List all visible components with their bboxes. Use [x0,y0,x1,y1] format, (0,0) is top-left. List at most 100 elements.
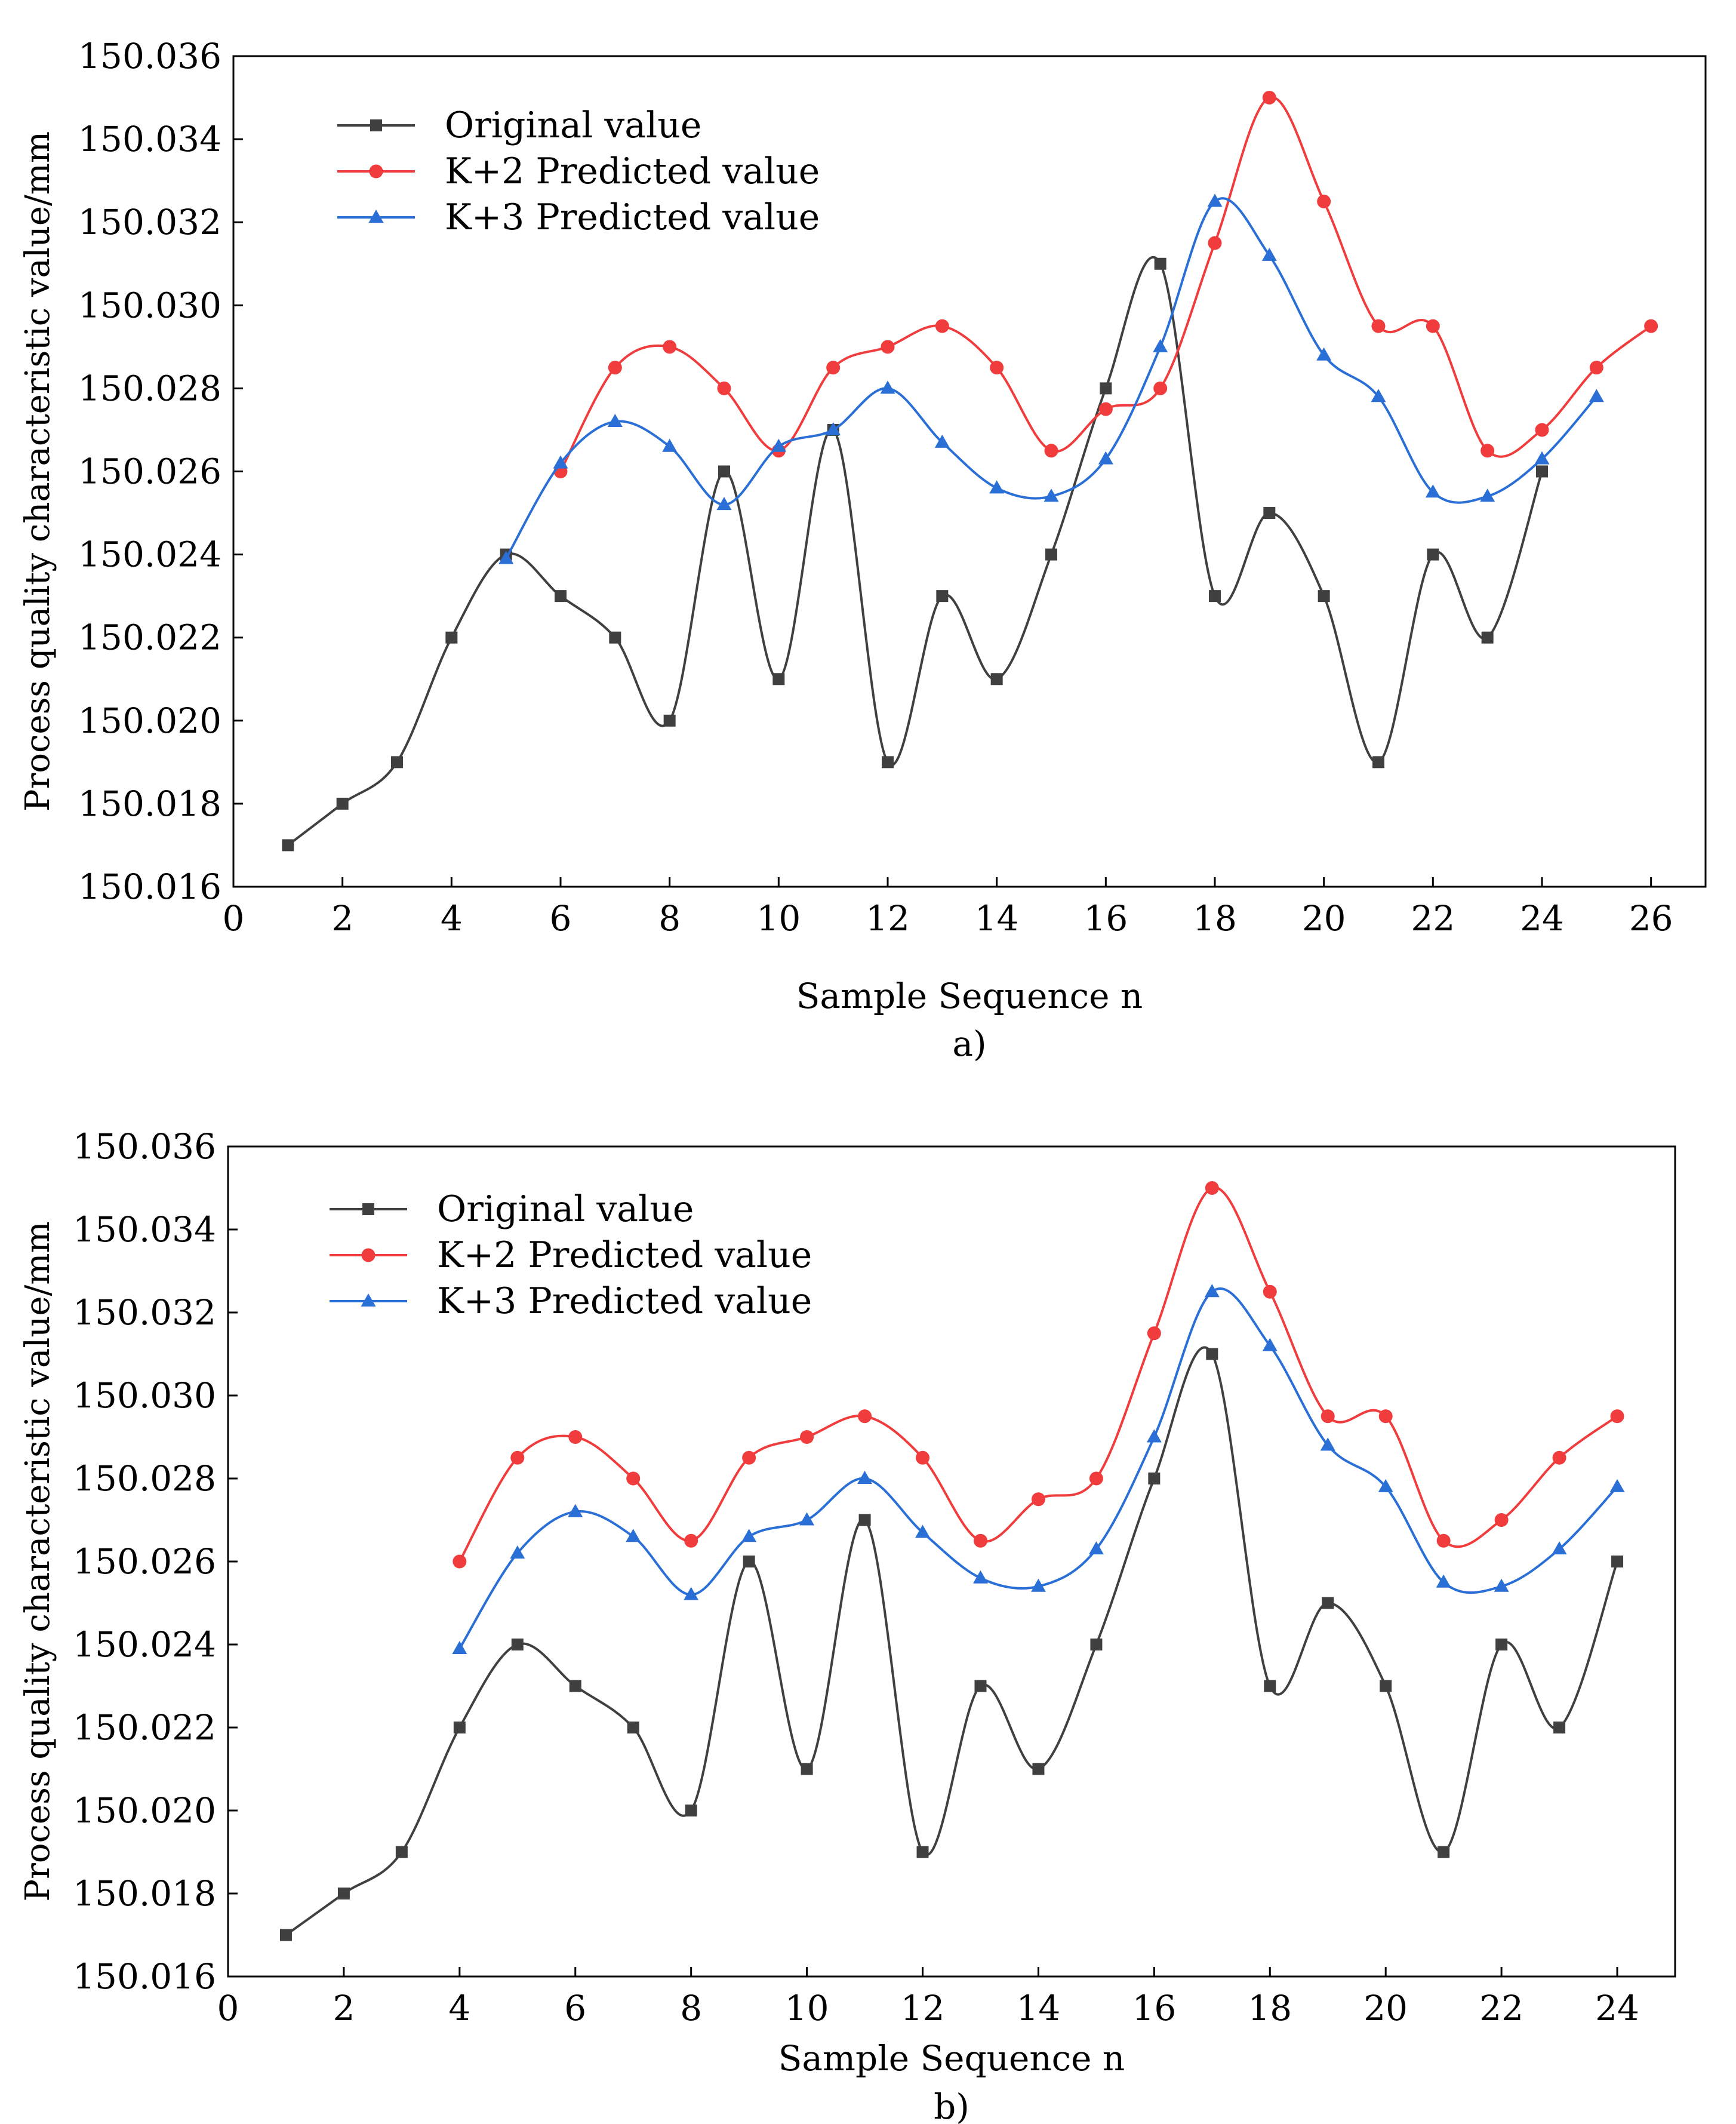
y-tick-label: 150.020 [78,700,221,741]
y-tick-label: 150.032 [78,202,221,242]
y-tick-label: 150.028 [73,1458,216,1499]
legend-marker [361,1248,375,1262]
y-axis-label: Process quality characteristic value/mm [19,131,57,812]
y-tick-label: 150.032 [73,1292,216,1333]
legend-entry: Original value [330,1188,694,1230]
series-line [559,96,1652,472]
data-point [1090,1639,1103,1650]
data-point [337,1888,350,1899]
data-point [1044,488,1059,502]
data-point [936,590,949,603]
data-point [608,361,622,375]
chart-panel-b: 0 2 4 6 8 10 12 14 16 18 20 22 24150.016150.018150.0… [19,1126,1676,2124]
legend-entry: K+3 Predicted value [330,1280,812,1322]
data-point [857,1471,873,1484]
data-point [662,438,678,452]
y-tick-label: 150.020 [73,1790,216,1831]
legend-entry: K+2 Predicted value [330,1234,812,1276]
data-point [1372,756,1384,769]
data-point [1317,194,1331,208]
data-point [1154,257,1166,270]
data-point [1380,1680,1392,1692]
y-tick-label: 150.022 [73,1707,216,1748]
data-point [972,1570,988,1584]
data-point [1480,444,1495,458]
x-tick-label: 10 [756,898,801,939]
data-point [934,434,950,448]
data-point [568,1430,583,1444]
x-tick-label: 18 [1193,898,1237,939]
data-point [1589,389,1604,402]
y-tick-label: 150.036 [78,36,221,76]
data-point [1426,319,1440,333]
data-point [1264,1680,1276,1692]
data-point [1536,465,1548,478]
data-point [684,1533,698,1548]
legend-marker [362,1203,374,1215]
x-tick-label: 26 [1629,898,1673,939]
data-point [1378,1409,1393,1424]
data-point [1032,1763,1045,1775]
data-point [1089,1471,1103,1486]
legend-label: K+3 Predicted value [437,1280,812,1322]
data-point [391,756,403,769]
data-point [1153,339,1168,352]
panel-label: b) [934,2086,969,2124]
x-tick-label: 0 [217,1988,239,2028]
x-tick-label: 20 [1363,1988,1408,2028]
x-axis-label: Sample Sequence n [796,976,1143,1016]
x-tick-label: 16 [1132,1988,1176,2028]
data-point [742,1450,756,1465]
y-tick-label: 150.018 [78,783,221,824]
data-point [282,839,294,852]
data-point [1371,389,1386,402]
y-tick-label: 150.030 [78,285,221,325]
legend-label: Original value [437,1188,694,1230]
data-point [510,1545,525,1559]
data-point [880,380,895,394]
data-point [1206,1348,1218,1360]
y-tick-label: 150.016 [78,866,221,907]
data-point [1261,247,1277,261]
data-point [916,1450,930,1465]
legend-marker [370,119,382,131]
data-point [626,1471,641,1486]
data-point [1088,1541,1104,1555]
series-k-2-predicted-value [453,1181,1624,1569]
data-point [1030,1578,1046,1592]
data-point [1204,1284,1220,1298]
y-tick-label: 150.036 [73,1126,216,1167]
series-k-3-predicted-value [498,193,1604,564]
x-tick-label: 24 [1520,898,1564,939]
y-tick-label: 150.016 [73,1956,216,1997]
y-tick-label: 150.028 [78,368,221,408]
data-point [1148,1473,1161,1484]
data-point [1316,347,1332,361]
legend-label: K+2 Predicted value [445,150,820,192]
data-point [916,1846,929,1858]
data-point [452,1640,467,1654]
y-tick-label: 150.034 [78,119,221,159]
data-point [990,673,1003,686]
data-point [1321,1409,1335,1424]
data-point [1436,1574,1451,1588]
data-point [1044,444,1058,458]
data-point [881,340,895,354]
data-point [607,414,623,428]
data-point [1481,631,1494,644]
data-point [663,714,676,727]
series-line [458,1186,1618,1562]
data-point [771,438,786,452]
data-point [395,1846,408,1858]
data-point [279,1929,292,1941]
x-tick-label: 6 [564,1988,586,2028]
data-point [1262,91,1276,105]
series-k-2-predicted-value [553,91,1658,478]
data-point [627,1722,639,1733]
data-point [1153,381,1168,395]
series-line [458,1287,1618,1649]
legend-marker [361,1293,376,1307]
legend-label: K+2 Predicted value [437,1234,812,1276]
data-point [990,361,1004,375]
